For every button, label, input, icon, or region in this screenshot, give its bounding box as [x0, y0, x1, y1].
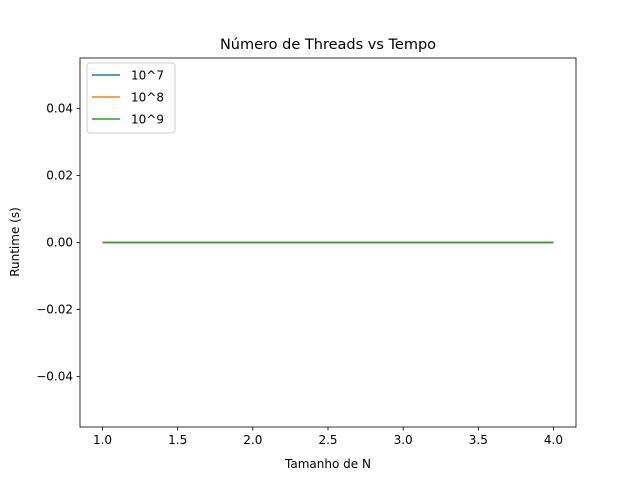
- chart-title: Número de Threads vs Tempo: [220, 37, 436, 53]
- legend-box: [86, 62, 176, 134]
- x-tick-label: 2.0: [243, 433, 262, 447]
- x-tick-label: 3.0: [394, 433, 413, 447]
- x-tick-label: 1.5: [168, 433, 187, 447]
- x-tick-label: 2.5: [318, 433, 337, 447]
- y-tick-label: −0.04: [36, 370, 73, 384]
- legend-label-0: 10^7: [131, 69, 164, 83]
- x-tick-label: 4.0: [544, 433, 563, 447]
- y-axis: −0.04 −0.02 0.00 0.02 0.04: [36, 101, 80, 384]
- legend: 10^7 10^8 10^9: [86, 62, 176, 134]
- y-tick-label: −0.02: [36, 303, 73, 317]
- y-tick-label: 0.02: [46, 168, 73, 182]
- y-axis-label: Runtime (s): [8, 207, 22, 277]
- x-tick-label: 1.0: [93, 433, 112, 447]
- legend-label-1: 10^8: [131, 91, 164, 105]
- x-axis-label: Tamanho de N: [284, 457, 371, 471]
- y-tick-label: 0.04: [46, 101, 73, 115]
- y-tick-label: 0.00: [46, 236, 73, 250]
- x-tick-label: 3.5: [469, 433, 488, 447]
- x-axis: 1.0 1.5 2.0 2.5 3.0 3.5 4.0: [93, 427, 563, 447]
- legend-label-2: 10^9: [131, 113, 164, 127]
